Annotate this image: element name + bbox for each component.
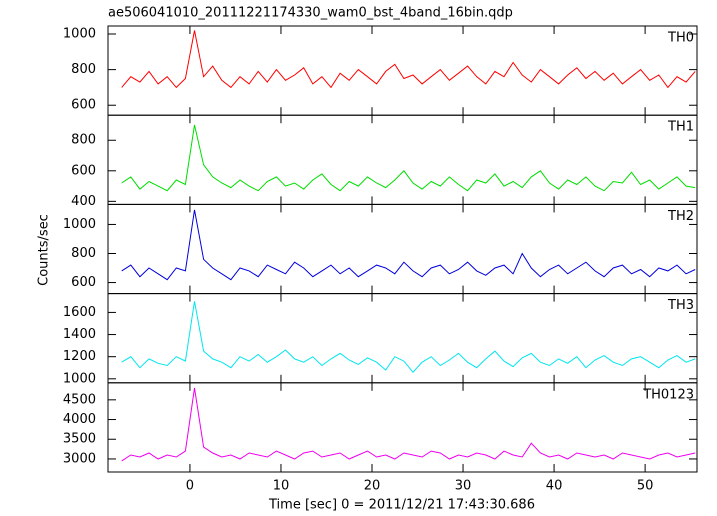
y-tick-label: 3000 [63, 451, 96, 466]
y-tick-label: 600 [71, 163, 96, 178]
panel-frame [107, 382, 698, 473]
x-axis-label: Time [sec] 0 = 2011/12/21 17:43:30.686 [268, 498, 535, 513]
series-line [121, 209, 696, 281]
y-tick-label: 4500 [63, 392, 96, 407]
panel-label: TH0123 [642, 387, 694, 402]
panel-label: TH3 [667, 298, 694, 313]
series-line [121, 387, 696, 462]
y-tick-label: 600 [71, 275, 96, 290]
series-line [121, 30, 696, 89]
y-tick-label: 1000 [63, 27, 96, 42]
panel-label: TH0 [667, 31, 694, 46]
y-tick-label: 4000 [63, 412, 96, 427]
x-tick-label: 40 [546, 479, 563, 494]
y-tick-label: 1000 [63, 217, 96, 232]
y-tick-label: 1200 [63, 349, 96, 364]
y-tick-label: 800 [71, 133, 96, 148]
y-tick-label: 800 [71, 246, 96, 261]
y-tick-label: 1000 [63, 371, 96, 386]
y-tick-label: 1400 [63, 327, 96, 342]
x-tick-label: 20 [364, 479, 381, 494]
y-tick-label: 3500 [63, 432, 96, 447]
y-tick-label: 400 [71, 194, 96, 209]
x-tick-label: 0 [186, 479, 194, 494]
x-tick-label: 50 [637, 479, 654, 494]
series-line [121, 301, 696, 373]
y-tick-label: 600 [71, 98, 96, 113]
panel-label: TH2 [667, 209, 694, 224]
panel-label: TH1 [667, 120, 694, 135]
chart-title: ae506041010_20111221174330_wam0_bst_4ban… [108, 6, 513, 21]
y-tick-label: 800 [71, 62, 96, 77]
y-tick-label: 1600 [63, 305, 96, 320]
x-tick-label: 10 [273, 479, 290, 494]
y-axis-label: Counts/sec [37, 214, 52, 286]
series-line [121, 124, 696, 192]
x-tick-label: 30 [455, 479, 472, 494]
